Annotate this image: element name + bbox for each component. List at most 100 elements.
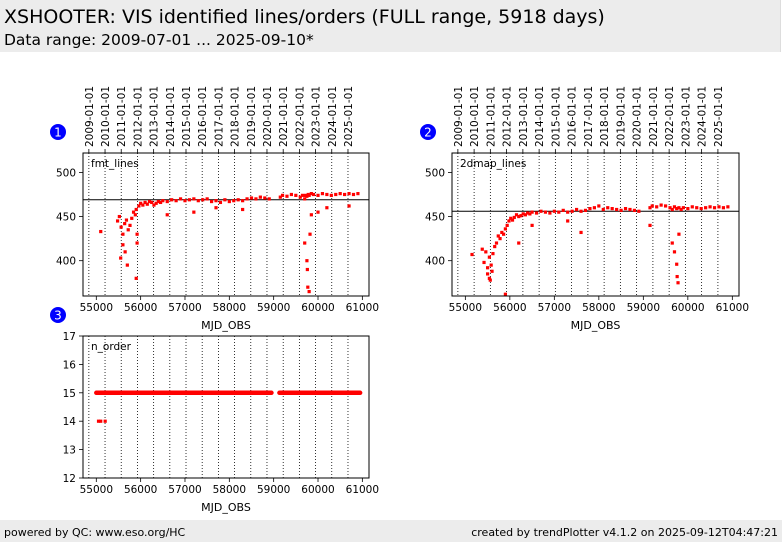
date-tick-label: 2018-01-01 xyxy=(230,86,242,147)
date-tick-label: 2023-01-01 xyxy=(680,86,692,147)
data-point xyxy=(124,218,129,222)
data-point xyxy=(482,260,486,265)
data-point xyxy=(158,200,163,205)
plot-frame xyxy=(82,152,370,297)
date-tick-label: 2020-01-01 xyxy=(632,86,644,147)
data-point xyxy=(309,213,313,217)
data-point xyxy=(241,199,245,203)
data-point xyxy=(245,197,249,201)
data-range-subtitle: Data range: 2009-07-01 ... 2025-09-10* xyxy=(4,31,314,49)
data-point xyxy=(263,196,267,200)
data-point xyxy=(334,192,338,197)
panel-badge-circle xyxy=(50,307,66,323)
data-point xyxy=(503,292,507,296)
data-point xyxy=(303,197,307,201)
data-point xyxy=(145,202,149,206)
date-tick-label: 2018-01-01 xyxy=(599,86,611,147)
data-point xyxy=(135,241,139,245)
data-point xyxy=(351,192,356,197)
x-tick-label: 59000 xyxy=(257,302,290,314)
x-tick-label: 59000 xyxy=(627,302,660,314)
data-point xyxy=(201,198,205,202)
date-tick-label: 2019-01-01 xyxy=(246,86,258,147)
x-tick-label: 60000 xyxy=(301,484,334,496)
data-point xyxy=(699,207,703,211)
date-tick-label: 2020-01-01 xyxy=(262,86,274,147)
data-point xyxy=(574,207,579,212)
data-point xyxy=(192,210,196,214)
data-point xyxy=(676,281,680,285)
data-point xyxy=(307,193,311,197)
data-point xyxy=(305,194,309,198)
data-point xyxy=(305,267,309,272)
data-point xyxy=(137,204,141,208)
date-tick-label: 2010-01-01 xyxy=(469,86,481,147)
x-tick-label: 56000 xyxy=(493,302,526,314)
data-point xyxy=(588,207,592,211)
y-tick-label: 450 xyxy=(56,212,76,224)
data-point xyxy=(494,241,499,245)
data-point xyxy=(347,192,351,196)
data-point xyxy=(677,232,681,236)
data-point xyxy=(123,222,127,226)
data-point xyxy=(487,255,491,259)
data-point xyxy=(509,216,513,220)
x-tick-label: 58000 xyxy=(213,484,246,496)
data-point xyxy=(119,225,123,229)
x-tick-label: 55000 xyxy=(449,302,482,314)
x-tick-label: 57000 xyxy=(538,302,571,314)
date-tick-label: 2010-01-01 xyxy=(100,86,112,147)
footer-credit: powered by QC: www.eso.org/HC xyxy=(4,526,186,539)
y-tick-label: 17 xyxy=(63,331,76,343)
data-point xyxy=(316,193,320,197)
x-tick-label: 57000 xyxy=(168,302,201,314)
data-point xyxy=(309,192,313,196)
data-point xyxy=(570,209,574,213)
data-point xyxy=(507,219,511,223)
data-point xyxy=(526,211,530,215)
y-tick-label: 13 xyxy=(63,445,76,457)
data-point xyxy=(530,210,534,214)
data-point xyxy=(493,244,497,249)
data-point xyxy=(209,199,214,204)
date-tick-label: 2016-01-01 xyxy=(197,86,209,147)
date-tick-label: 2015-01-01 xyxy=(550,86,562,147)
data-point xyxy=(659,203,663,207)
data-point xyxy=(677,206,681,210)
data-point xyxy=(214,206,218,210)
date-tick-label: 2017-01-01 xyxy=(213,86,225,147)
data-point xyxy=(514,213,519,217)
data-point xyxy=(726,205,730,209)
y-tick-label: 12 xyxy=(63,473,76,485)
data-point xyxy=(485,266,490,270)
data-point xyxy=(143,200,147,205)
panel-badge-number: 3 xyxy=(54,309,62,323)
data-point xyxy=(686,207,690,211)
data-point xyxy=(205,197,209,201)
data-point xyxy=(285,194,289,198)
data-point xyxy=(592,206,596,210)
data-point xyxy=(306,285,310,289)
data-point xyxy=(503,227,507,231)
data-point xyxy=(721,206,726,210)
data-point xyxy=(523,213,528,217)
x-axis-label: MJD_OBS xyxy=(201,501,251,514)
date-tick-label: 2024-01-01 xyxy=(697,86,709,147)
data-point xyxy=(675,274,679,279)
date-tick-label: 2022-01-01 xyxy=(294,86,306,147)
data-point xyxy=(241,207,245,212)
data-point xyxy=(214,199,218,203)
data-point xyxy=(480,247,484,251)
y-tick-label: 14 xyxy=(63,416,77,428)
date-tick-label: 2022-01-01 xyxy=(664,86,676,147)
panel-badge-circle xyxy=(50,124,66,140)
data-point xyxy=(679,207,683,212)
data-point xyxy=(485,272,490,276)
date-tick-label: 2011-01-01 xyxy=(485,86,497,147)
data-point xyxy=(178,197,183,201)
y-tick-label: 16 xyxy=(63,359,77,371)
date-tick-label: 2025-01-01 xyxy=(343,86,355,147)
data-point xyxy=(505,223,509,227)
data-point xyxy=(498,237,502,241)
date-tick-label: 2012-01-01 xyxy=(502,86,514,147)
